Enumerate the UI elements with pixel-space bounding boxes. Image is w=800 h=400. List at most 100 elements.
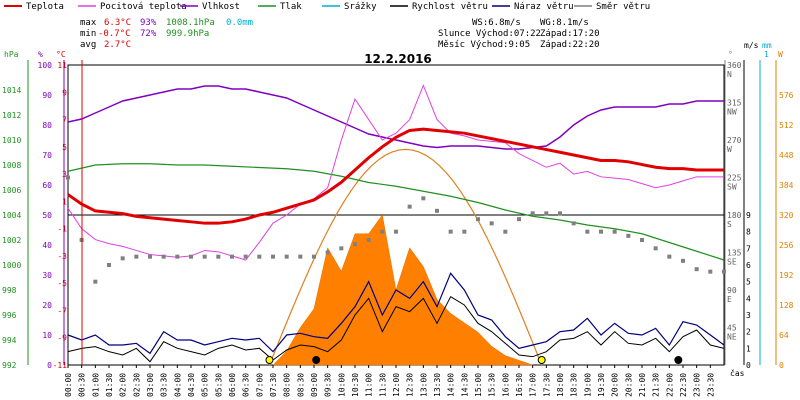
wind-direction-point [312, 254, 316, 259]
sun-set-marker [537, 356, 546, 364]
wind-direction-point [243, 254, 248, 259]
humidity-line [67, 85, 724, 150]
x-tick-label: 13:30 [433, 373, 442, 397]
x-tick-label: 07:30 [269, 373, 278, 397]
percent-tick-label: 40 [42, 241, 52, 250]
x-tick-label: 17:30 [542, 373, 551, 397]
celsius-tick-label: 9 [62, 88, 67, 97]
wind-direction-point [462, 229, 467, 234]
wind-direction-point [325, 250, 330, 255]
direction-tick-label: 270 [727, 136, 742, 145]
x-tick-label: 05:30 [214, 373, 223, 397]
x-tick-label: 12:00 [392, 373, 401, 397]
x-tick-label: 04:00 [173, 373, 182, 397]
x-tick-label: 00:30 [78, 373, 87, 397]
axis-celsius-label: °C [56, 50, 66, 59]
wind-tick-label: 9 [746, 211, 751, 220]
x-axis-label: čas [730, 368, 745, 378]
x-tick-label: 17:00 [529, 373, 538, 397]
wind-direction-point [667, 254, 672, 259]
stats-avg-label: avg [80, 40, 96, 50]
direction-tick-label: 180 [727, 211, 742, 220]
legend-wind-gust: Náraz větru [514, 2, 574, 12]
x-tick-label: 16:30 [515, 373, 524, 397]
wind-direction-point [503, 229, 508, 234]
x-tick-label: 03:30 [160, 373, 169, 397]
x-tick-label: 18:30 [570, 373, 579, 397]
wind-direction-point [148, 254, 152, 259]
hpa-tick-label: 1008 [2, 161, 21, 170]
wind-direction-point [681, 258, 685, 263]
wind-tick-label: 6 [746, 261, 751, 270]
events [265, 356, 683, 364]
axis-wind-label: m/s [744, 41, 759, 50]
wind-direction-point [407, 204, 412, 209]
x-tick-label: 11:00 [365, 373, 374, 397]
x-tick-label: 23:00 [693, 373, 702, 397]
info-wg: WG:8.1m/s [540, 18, 589, 28]
temperature-line [67, 127, 724, 225]
x-tick-label: 06:30 [242, 373, 251, 397]
x-tick-label: 09:00 [310, 373, 319, 397]
celsius-tick-label: -1 [57, 225, 67, 234]
info-sun-set: Západ:17:20 [540, 29, 600, 39]
hpa-tick-label: 1010 [2, 136, 21, 145]
wind-direction-point [489, 221, 494, 226]
legend-wind-direction: Směr větru [596, 2, 650, 12]
x-tick-label: 19:00 [583, 373, 592, 397]
wind-direction-point [640, 238, 644, 242]
wind-direction-point [107, 263, 111, 267]
moon-set-marker [674, 356, 683, 364]
direction-letter-label: E [727, 295, 732, 304]
stats-min-press: 999.9hPa [166, 29, 209, 39]
wind-direction-point [558, 211, 562, 216]
x-tick-label: 08:30 [296, 373, 305, 397]
x-tick-label: 10:00 [337, 373, 346, 397]
solar-tick-label: 128 [779, 301, 794, 310]
x-tick-label: 02:30 [132, 373, 141, 397]
celsius-tick-label: 3 [62, 170, 67, 179]
celsius-tick-label: -7 [57, 306, 67, 315]
wind-direction-point [175, 254, 180, 259]
direction-letter-label: W [727, 145, 732, 154]
celsius-tick-label: 1 [62, 197, 67, 206]
series [66, 84, 726, 363]
percent-tick-label: 10 [42, 331, 52, 340]
legend-rain: Srážky [344, 2, 377, 12]
percent-tick-label: 30 [42, 271, 52, 280]
direction-letter-label: NE [727, 333, 737, 342]
x-tick-label: 05:00 [201, 373, 210, 397]
wind-direction-point [435, 208, 439, 213]
info-moon-set: Západ:22:20 [540, 40, 600, 50]
percent-tick-label: 60 [42, 181, 52, 190]
feels-like-line [67, 84, 724, 261]
stats-max-label: max [80, 18, 97, 28]
solar-tick-label: 256 [779, 241, 794, 250]
x-tick-label: 11:30 [378, 373, 387, 397]
x-tick-label: 14:00 [447, 373, 456, 397]
x-tick-label: 02:00 [119, 373, 128, 397]
wind-direction-point [476, 217, 480, 222]
wind-direction-point [380, 229, 385, 234]
wind-direction-point [66, 175, 70, 180]
wind-tick-label: 3 [746, 311, 751, 320]
legend-pressure: Tlak [280, 2, 302, 12]
solar-tick-label: 384 [779, 181, 794, 190]
x-tick-label: 16:00 [501, 373, 510, 397]
direction-tick-label: 90 [727, 286, 737, 295]
percent-tick-label: 0 [47, 361, 52, 370]
x-tick-label: 07:00 [255, 373, 264, 397]
stats-avg-temp: 2.7°C [104, 40, 131, 50]
stats-max-rain: 0.0mm [226, 18, 253, 28]
stats-max-hum: 93% [140, 18, 157, 28]
hpa-tick-label: 992 [2, 361, 17, 370]
wind-direction-point [517, 217, 521, 222]
moon-rise-marker [312, 356, 321, 364]
stats-min-label: min [80, 29, 96, 39]
pressure-line [67, 163, 725, 261]
info-moon-rise: Měsíc Východ:9:05 [438, 40, 530, 50]
celsius-tick-label: -11 [53, 361, 68, 370]
x-tick-label: 22:00 [665, 373, 674, 397]
celsius-tick-label: 11 [57, 61, 67, 70]
x-tick-label: 01:30 [105, 373, 114, 397]
